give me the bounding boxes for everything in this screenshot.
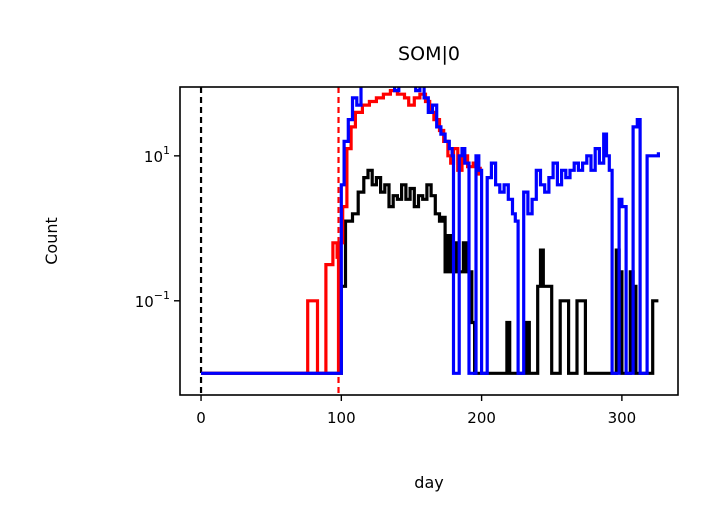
x-tick-label-3: 300 xyxy=(608,409,637,427)
marks-layer xyxy=(199,87,660,395)
y-tick-label-1: 10−1 xyxy=(135,289,170,311)
x-tick-label-2: 200 xyxy=(467,409,496,427)
series-line-0 xyxy=(201,168,659,375)
x-tick-label-1: 100 xyxy=(327,409,356,427)
axes-frame xyxy=(179,86,679,396)
series-line-2 xyxy=(201,87,660,375)
x-tick-label-0: 0 xyxy=(196,409,206,427)
x-axis-label: day xyxy=(414,473,443,492)
y-axis-label: Count xyxy=(42,217,61,265)
chart-title: SOM|0 xyxy=(398,43,460,65)
ticks-layer: 0 100 200 300 101 10−1 xyxy=(135,144,637,427)
y-tick-label-0: 101 xyxy=(144,144,170,166)
